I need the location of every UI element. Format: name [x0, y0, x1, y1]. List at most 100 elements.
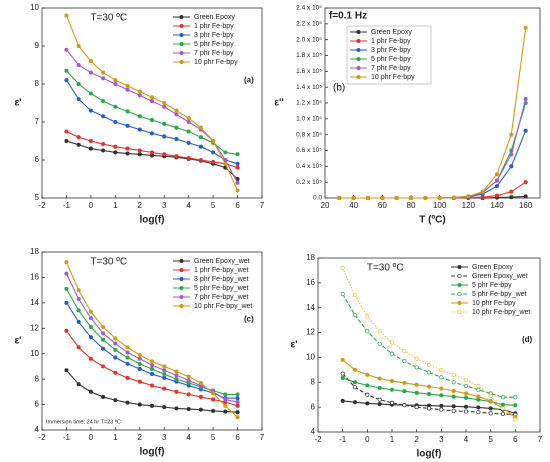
data-point [352, 313, 358, 318]
data-point [137, 361, 142, 366]
data-point [162, 104, 167, 109]
y-tick-label: 6 [35, 400, 40, 409]
data-point [149, 118, 155, 123]
data-point [186, 392, 191, 397]
data-point [64, 271, 69, 276]
data-point [235, 180, 240, 185]
legend-label: 5 phr Fe-bpy [194, 41, 234, 48]
data-point [513, 395, 518, 400]
data-point [523, 96, 528, 102]
legend-label: Green Epoxy [371, 29, 412, 36]
data-point [451, 372, 456, 377]
data-point [174, 369, 179, 374]
data-point [174, 377, 179, 382]
data-point [101, 331, 106, 336]
data-point [463, 395, 469, 400]
x-tick-label: 5 [211, 201, 216, 210]
data-point [64, 68, 69, 73]
data-point [88, 389, 93, 394]
data-point [235, 415, 240, 420]
legend-marker [179, 23, 184, 29]
data-point [414, 382, 419, 387]
x-tick-label: 0 [365, 435, 370, 444]
series-line [342, 267, 516, 420]
y-tick-label: 12 [30, 323, 39, 332]
data-point [76, 296, 81, 302]
data-point [414, 356, 419, 361]
data-point [186, 116, 191, 121]
x-tick-label: 6 [513, 435, 518, 444]
data-point [223, 150, 228, 155]
legend-marker [457, 264, 462, 270]
data-point [451, 388, 456, 394]
data-point [235, 152, 240, 157]
y-axis-label: ε' [14, 336, 21, 347]
data-point [162, 368, 167, 373]
data-point [235, 399, 240, 405]
x-tick-label: 2 [138, 433, 143, 442]
data-point [389, 387, 395, 392]
legend: Green Epoxy Green Epoxy_wet 5 phr Fe-bpy 5 … [451, 264, 530, 316]
data-point [463, 391, 469, 396]
plot-area [64, 13, 240, 193]
legend-marker [457, 300, 462, 306]
data-point [113, 81, 118, 87]
legend-marker [356, 74, 361, 80]
y-tick-label: 10 [30, 349, 39, 358]
data-point [149, 359, 155, 364]
data-point [76, 62, 81, 68]
data-point [162, 152, 167, 157]
data-point [509, 152, 514, 157]
data-point [513, 417, 518, 422]
data-point [426, 370, 432, 375]
legend-marker [356, 47, 361, 53]
data-point [414, 390, 419, 395]
chart-title: T=30 ºC [90, 13, 127, 24]
data-point [439, 375, 444, 380]
y-tick-label: 8 [35, 374, 40, 383]
data-point [463, 409, 469, 414]
data-point [513, 403, 518, 408]
data-point [523, 180, 528, 185]
panel: -2 -1 0 1 2 3 4 5 6 7 5 6 7 8 9 10 log(f) ε' T=30 ºC (a) Gre… [14, 3, 264, 226]
y-tick-label: 1.4 x 10⁵ [296, 84, 322, 91]
plot-area [340, 265, 518, 422]
legend-label: 3 phr Fe-bpy_wet [194, 276, 249, 283]
data-point [186, 129, 191, 134]
x-tick-label: -2 [38, 201, 46, 210]
data-point [463, 383, 469, 389]
series-line [66, 140, 238, 180]
data-point [113, 104, 118, 109]
data-point [113, 150, 118, 155]
data-point [365, 195, 371, 201]
data-point [174, 406, 179, 411]
y-tick-label: 1.2 x 10⁵ [296, 100, 322, 107]
x-tick-label: 2 [138, 201, 143, 210]
legend-marker [457, 273, 462, 279]
x-tick-label: -1 [339, 435, 347, 444]
legend-marker [356, 56, 361, 62]
chart-title: f=0.1 Hz [329, 11, 367, 22]
data-point [476, 383, 481, 389]
data-point [76, 345, 81, 350]
data-point [509, 189, 514, 194]
legend-label: 5 phr Fe-bpy [472, 282, 512, 289]
data-point [509, 195, 514, 200]
x-tick-label: 6 [235, 201, 240, 210]
legend-marker [356, 38, 361, 44]
legend: Green Epoxy 1 phr Fe-bpy 3 phr Fe-bpy 5 phr… [346, 25, 432, 85]
data-point [198, 157, 203, 163]
x-tick-label: 5 [211, 433, 216, 442]
data-point [476, 394, 481, 399]
legend-label: 1 phr Fe-bpy [371, 38, 411, 45]
legend-label: 10 phr Fe-bpy [371, 74, 415, 81]
data-point [377, 376, 382, 381]
data-point [439, 367, 444, 372]
plot-area [337, 25, 528, 201]
data-point [235, 165, 240, 170]
data-point [88, 356, 93, 361]
data-point [494, 193, 500, 198]
data-point [488, 411, 493, 416]
data-point [186, 378, 191, 383]
data-point [149, 403, 155, 408]
